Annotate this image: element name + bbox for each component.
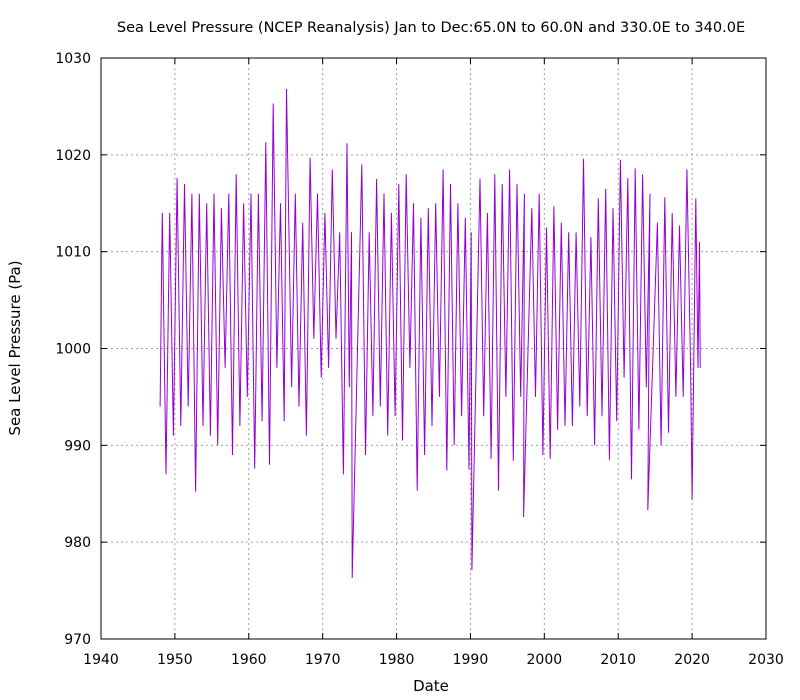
- y-tick-label: 990: [64, 438, 91, 454]
- y-tick-label: 980: [64, 535, 91, 551]
- x-tick-label: 2010: [600, 652, 636, 668]
- y-axis-label: Sea Level Pressure (Pa): [6, 260, 24, 435]
- x-tick-label: 1960: [231, 652, 267, 668]
- x-tick-label: 1940: [83, 652, 119, 668]
- y-tick-label: 1020: [55, 148, 91, 164]
- y-tick-label: 1010: [55, 245, 91, 261]
- y-tick-label: 1000: [55, 342, 91, 358]
- x-tick-label: 2020: [674, 652, 710, 668]
- chart-title: Sea Level Pressure (NCEP Reanalysis) Jan…: [117, 20, 745, 36]
- x-tick-label: 1950: [157, 652, 193, 668]
- x-axis-label: Date: [413, 677, 449, 695]
- x-tick-label: 2030: [748, 652, 784, 668]
- x-tick-label: 2000: [527, 652, 563, 668]
- x-tick-label: 1980: [379, 652, 415, 668]
- series-line: [159, 88, 701, 579]
- y-tick-label: 1030: [55, 51, 91, 67]
- x-tick-label: 1990: [453, 652, 489, 668]
- y-tick-label: 970: [64, 632, 91, 648]
- x-tick-label: 1970: [305, 652, 341, 668]
- ticks: 1940 1950 1960 1970 1980 1990 2000 2010 2020 2030…: [55, 51, 783, 668]
